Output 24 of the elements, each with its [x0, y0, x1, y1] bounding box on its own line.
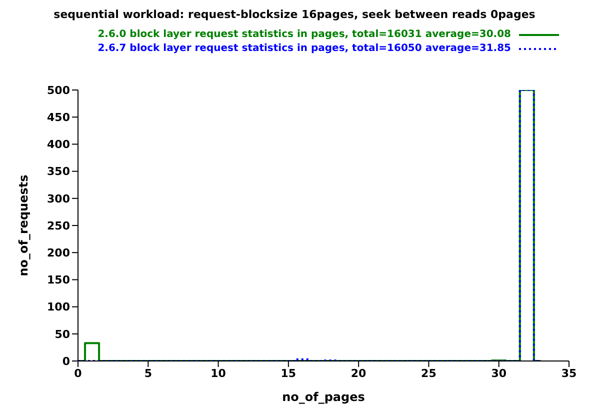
chart-title: sequential workload: request-blocksize 16pages, seek between reads 0pages — [52, 8, 536, 23]
x-tick-label: 5 — [144, 366, 152, 380]
y-tick-label: 350 — [47, 165, 70, 178]
y-tick-label: 100 — [47, 300, 70, 314]
y-tick-label: 200 — [47, 246, 70, 260]
x-tick-label: 10 — [210, 366, 226, 380]
x-tick-label: 15 — [280, 366, 296, 380]
legend-label: 2.6.0 block layer request statistics in pages, total=16031 average=30.08 — [98, 28, 511, 42]
y-tick-label: 400 — [47, 138, 70, 152]
y-tick-label: 250 — [47, 219, 70, 232]
y-tick-label: 150 — [47, 274, 70, 287]
y-tick-label: 500 — [47, 84, 70, 97]
y-tick-label: 450 — [47, 111, 70, 124]
x-tick-label: 35 — [561, 366, 577, 380]
y-tick-label: 300 — [47, 192, 70, 206]
legend-label: 2.6.7 block layer request statistics in pages, total=16050 average=31.85 — [98, 42, 511, 56]
x-axis-title: no_of_pages — [282, 390, 365, 404]
x-tick-label: 25 — [421, 366, 436, 380]
x-tick-label: 30 — [491, 366, 507, 380]
x-tick-label: 0 — [74, 366, 82, 380]
y-tick-label: 0 — [62, 354, 70, 368]
x-tick-label: 20 — [350, 366, 367, 380]
y-axis-title: no_of_requests — [16, 174, 30, 276]
y-tick-label: 50 — [54, 328, 70, 341]
